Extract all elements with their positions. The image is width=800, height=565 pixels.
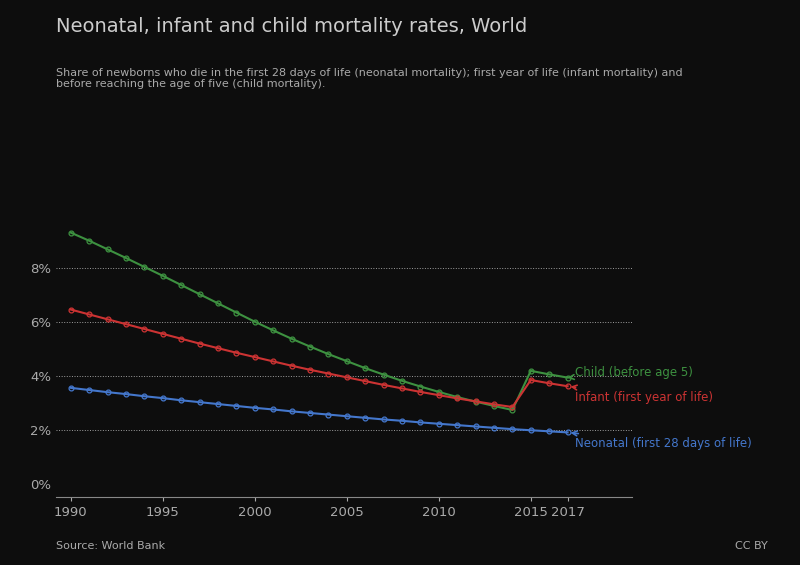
- Text: Share of newborns who die in the first 28 days of life (neonatal mortality); fir: Share of newborns who die in the first 2…: [56, 68, 682, 89]
- Text: Child (before age 5): Child (before age 5): [569, 366, 693, 380]
- Text: Infant (first year of life): Infant (first year of life): [572, 385, 713, 403]
- Text: Neonatal, infant and child mortality rates, World: Neonatal, infant and child mortality rat…: [56, 17, 527, 36]
- Text: Neonatal (first 28 days of life): Neonatal (first 28 days of life): [572, 431, 752, 450]
- Text: CC BY: CC BY: [735, 541, 768, 551]
- Text: Source: World Bank: Source: World Bank: [56, 541, 165, 551]
